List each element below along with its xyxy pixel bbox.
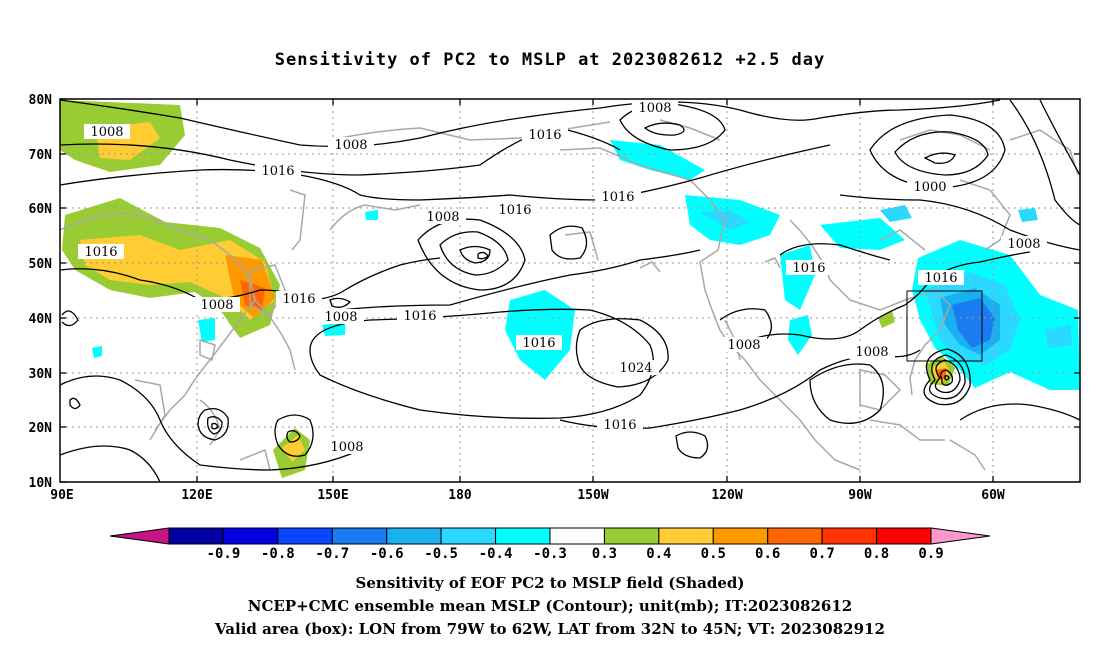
lat-label: 80N [29, 93, 53, 108]
colorbar-cell [440, 527, 497, 545]
contour-label: 1024 [619, 361, 652, 376]
map-title: Sensitivity of PC2 to MSLP at 2023082612… [274, 50, 826, 70]
colorbar-label: -0.7 [315, 546, 349, 562]
sensitivity-map: 80N 70N 60N 50N 40N 30N 20N 10N 90E 120E… [29, 93, 1081, 562]
lon-label: 150E [317, 488, 348, 503]
contour-label: 1016 [282, 292, 315, 307]
colorbar-label: -0.6 [370, 546, 404, 562]
colorbar-cell [876, 527, 932, 545]
contour-label: 1008 [426, 210, 459, 225]
colorbar-label: -0.3 [533, 546, 567, 562]
latitude-labels: 80N 70N 60N 50N 40N 30N 20N 10N [29, 93, 53, 491]
colorbar-label: 0.3 [592, 546, 617, 562]
coastlines [60, 119, 1079, 471]
map-frame [59, 98, 1081, 483]
lat-label: 70N [29, 148, 53, 163]
contour-label: 1008 [90, 125, 123, 140]
contour-label: 1008 [334, 138, 367, 153]
colorbar-label: 0.7 [809, 546, 834, 562]
colorbar-high-triangle [930, 527, 991, 545]
grid-lines [60, 99, 1080, 482]
caption-sensitivity: Sensitivity of EOF PC2 to MSLP field (Sh… [355, 574, 745, 592]
contour-label: 1016 [924, 271, 957, 286]
lat-label: 50N [29, 257, 53, 272]
colorbar-cell [222, 527, 279, 545]
caption-ensemble: NCEP+CMC ensemble mean MSLP (Contour); u… [247, 597, 853, 615]
longitude-labels: 90E 120E 150E 180 150W 120W 90W 60W [50, 488, 1005, 503]
lat-label: 10N [29, 476, 53, 491]
lon-label: 90E [50, 488, 73, 503]
caption-valid-area: Valid area (box): LON from 79W to 62W, L… [215, 620, 885, 638]
colorbar: -0.9 -0.8 -0.7 -0.6 -0.5 -0.4 -0.3 0.3 0.4 0.5 0.6… [109, 527, 991, 562]
colorbar-low-triangle [109, 527, 170, 545]
colorbar-cell [603, 527, 660, 545]
colorbar-label: 0.8 [864, 546, 889, 562]
contour-label: 1016 [84, 245, 117, 260]
lon-label: 120W [711, 488, 742, 503]
lon-label: 150W [577, 488, 608, 503]
lat-label: 40N [29, 312, 53, 327]
colorbar-cell [549, 527, 605, 545]
contour-label: 1000 [913, 180, 946, 195]
contour-label: 1016 [403, 309, 436, 324]
contour-label: 1016 [601, 190, 634, 205]
contour-label: 1016 [261, 164, 294, 179]
contour-label: 1008 [855, 345, 888, 360]
contour-label: 1016 [498, 203, 531, 218]
colorbar-label: 0.5 [701, 546, 726, 562]
colorbar-cell [386, 527, 442, 545]
contour-label: 1008 [727, 338, 760, 353]
colorbar-label: -0.4 [479, 546, 513, 562]
contour-label: 1016 [528, 128, 561, 143]
lat-label: 60N [29, 202, 53, 217]
colorbar-label: 0.6 [755, 546, 780, 562]
colorbar-cell [168, 527, 224, 545]
lon-label: 60W [981, 488, 1005, 503]
colorbar-cell [277, 527, 333, 545]
colorbar-cell [495, 527, 551, 545]
valid-area-box [906, 290, 983, 362]
contour-label: 1008 [1007, 237, 1040, 252]
contour-label: 1016 [522, 336, 555, 351]
axis-ticks [60, 98, 1080, 483]
colorbar-cell [712, 527, 769, 545]
colorbar-label: -0.8 [261, 546, 295, 562]
contour-label: 1016 [603, 418, 636, 433]
contour-label: 1016 [792, 261, 825, 276]
colorbar-cell [658, 527, 714, 545]
lat-label: 30N [29, 367, 53, 382]
colorbar-label: -0.5 [424, 546, 458, 562]
contour-label: 1008 [330, 440, 363, 455]
colorbar-label: 0.9 [918, 546, 943, 562]
lat-label: 20N [29, 421, 53, 436]
lon-label: 120E [181, 488, 212, 503]
lon-label: 180 [448, 488, 472, 503]
contour-label: 1008 [200, 298, 233, 313]
colorbar-cell [767, 527, 823, 545]
contour-label: 1008 [638, 101, 671, 116]
lon-label: 90W [848, 488, 872, 503]
contour-label: 1008 [324, 310, 357, 325]
colorbar-cell [821, 527, 878, 545]
colorbar-label: 0.4 [646, 546, 671, 562]
colorbar-cell [331, 527, 388, 545]
contour-labels: 1008 1008 1016 1016 1008 1016 1016 1000 [78, 100, 1047, 455]
colorbar-label: -0.9 [207, 546, 241, 562]
